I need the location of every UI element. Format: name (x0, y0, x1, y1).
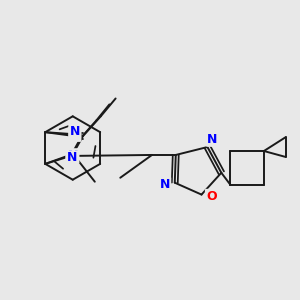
Text: O: O (206, 190, 217, 203)
Text: N: N (67, 152, 77, 164)
Text: N: N (70, 125, 80, 138)
Text: N: N (70, 128, 80, 141)
Text: N: N (68, 149, 78, 162)
Text: N: N (160, 178, 170, 191)
Text: N: N (207, 133, 218, 146)
